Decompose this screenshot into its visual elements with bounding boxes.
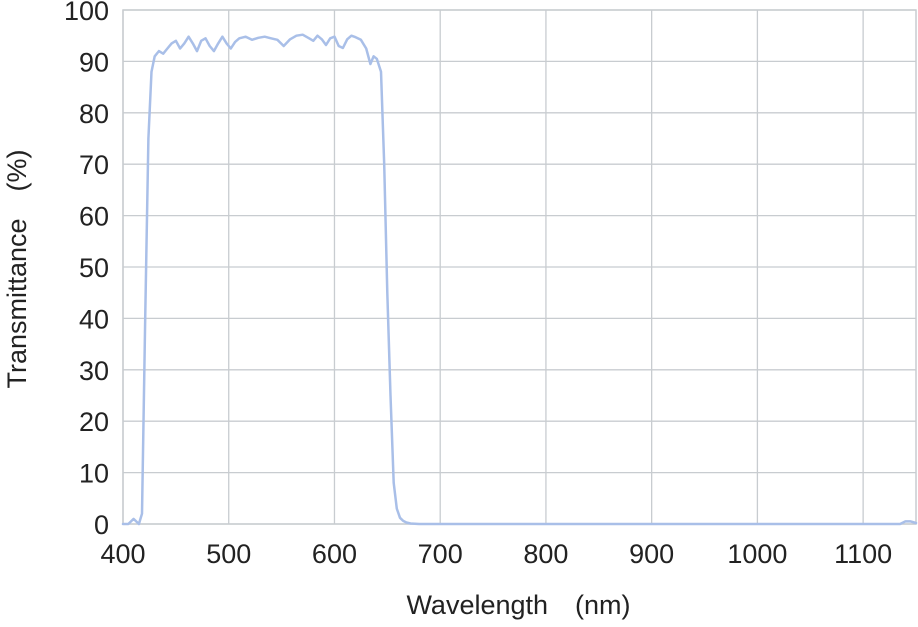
y-tick-label: 30	[79, 356, 109, 386]
y-tick-label: 80	[79, 99, 109, 129]
x-tick-label: 500	[206, 539, 251, 569]
y-tick-label: 100	[64, 0, 109, 26]
y-tick-label: 40	[79, 304, 109, 334]
tick-labels: 400 500 600 700 800 900 1000 1100 0 10 20 30 40 50 60 7…	[64, 0, 892, 569]
x-tick-label: 400	[100, 539, 145, 569]
y-tick-label: 50	[79, 253, 109, 283]
y-tick-label: 60	[79, 202, 109, 232]
x-tick-label: 700	[418, 539, 463, 569]
y-tick-label: 70	[79, 150, 109, 180]
y-tick-label: 20	[79, 407, 109, 437]
x-tick-label: 1000	[727, 539, 787, 569]
y-axis-title: Transmittance (%)	[2, 149, 32, 388]
x-tick-label: 900	[629, 539, 674, 569]
grid	[122, 9, 916, 525]
x-tick-label: 600	[312, 539, 357, 569]
y-tick-label: 10	[79, 459, 109, 489]
series-layer	[121, 33, 918, 526]
x-tick-label: 1100	[834, 539, 892, 569]
y-tick-label: 90	[79, 47, 109, 77]
series-line	[121, 33, 918, 526]
x-tick-label: 800	[523, 539, 568, 569]
y-tick-label: 0	[94, 510, 109, 540]
x-axis-title: Wavelength (nm)	[406, 590, 630, 620]
